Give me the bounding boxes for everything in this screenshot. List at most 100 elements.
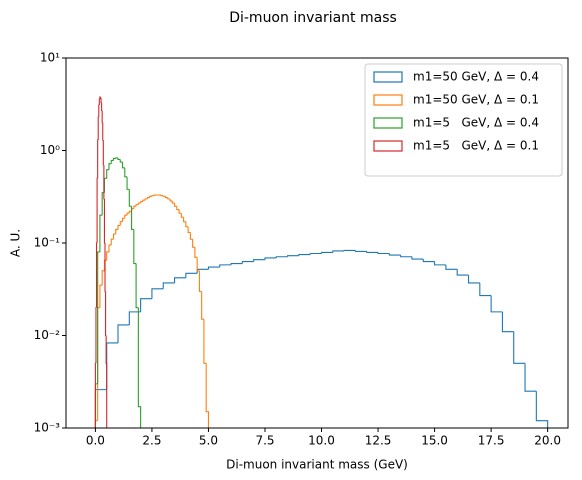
histogram-bin: [434, 261, 446, 266]
x-tick-label: 10.0: [308, 434, 335, 448]
legend-swatch: [373, 94, 403, 106]
histogram-bin: [97, 251, 100, 384]
histogram-bin: [133, 229, 137, 265]
histogram-bin: [153, 194, 157, 196]
histogram-bin: [354, 250, 367, 253]
histogram-bin: [320, 251, 333, 254]
histogram-bin: [253, 259, 265, 262]
histogram-bin: [103, 177, 107, 193]
histogram-bin: [126, 212, 130, 216]
legend-box: [364, 63, 563, 177]
histogram-bin: [135, 204, 139, 207]
histogram-bin: [151, 288, 164, 299]
legend-label: m1=50 GeV, Δ = 0.1: [413, 93, 539, 107]
histogram-bin: [121, 162, 125, 169]
x-tick-label: 7.5: [255, 434, 274, 448]
histogram-bin: [176, 206, 180, 211]
x-tick-label: 12.5: [365, 434, 392, 448]
histogram-bin: [162, 282, 175, 289]
histogram-bin: [173, 277, 186, 283]
histogram-bin: [198, 270, 202, 292]
legend-label: m1=50 GeV, Δ = 0.4: [413, 70, 539, 84]
histogram-bin: [117, 324, 130, 343]
y-tick-label: 10⁻³: [34, 421, 61, 435]
x-tick-label: 0.0: [86, 434, 105, 448]
histogram-bin: [332, 250, 345, 253]
histogram-bin: [140, 201, 143, 204]
histogram-bin: [99, 96, 102, 99]
histogram-bin: [101, 102, 103, 112]
histogram-bin: [103, 198, 106, 244]
histogram-bin: [203, 319, 207, 364]
histogram-bin: [99, 214, 103, 252]
histogram-bin: [133, 205, 137, 209]
histogram-bin: [171, 200, 175, 204]
histogram-bin: [99, 96, 101, 100]
histogram-bin: [98, 98, 100, 106]
histogram-bin: [309, 252, 322, 255]
histogram-bin: [95, 242, 98, 308]
histogram-bin: [115, 228, 119, 235]
histogram-bin: [103, 164, 105, 200]
histogram-bin: [146, 196, 150, 199]
histogram-bin: [173, 203, 177, 207]
histogram-bin: [180, 213, 184, 218]
histogram-bin: [101, 110, 103, 124]
histogram-bin: [100, 97, 102, 104]
histogram-bin: [151, 195, 155, 197]
y-tick-label: 10⁰: [40, 143, 60, 157]
histogram-bin: [131, 206, 134, 231]
histogram-bin: [121, 217, 125, 222]
y-tick-label: 10⁻²: [34, 328, 61, 342]
histogram-bin: [185, 272, 198, 278]
histogram-bin: [105, 291, 107, 337]
histogram-bin: [479, 282, 492, 297]
histogram-bin: [106, 251, 109, 261]
histogram-bin: [110, 238, 114, 246]
histogram-bin: [106, 342, 119, 390]
histogram-bin: [135, 263, 139, 309]
histogram-bin: [144, 198, 148, 201]
histogram-bin: [117, 224, 121, 230]
histogram-bin: [411, 256, 424, 260]
histogram-bin: [162, 195, 166, 197]
legend-label: m1=5 GeV, Δ = 0.4: [413, 116, 539, 130]
histogram-bin: [112, 233, 116, 240]
histogram-bin: [287, 255, 299, 257]
histogram-bin: [207, 266, 220, 270]
histogram-bin: [366, 251, 379, 254]
x-tick-label: 17.5: [478, 434, 505, 448]
histogram-bin: [105, 335, 108, 428]
histogram-bin: [117, 157, 121, 161]
histogram-bin: [169, 198, 173, 202]
histogram-bin: [164, 196, 168, 199]
histogram-bin: [126, 176, 130, 190]
histogram-bin: [298, 254, 311, 256]
histogram-bin: [275, 256, 288, 258]
histogram-bin: [400, 255, 412, 258]
x-tick-label: 5.0: [199, 434, 218, 448]
histogram-bin: [96, 177, 98, 243]
x-tick-label: 15.0: [421, 434, 448, 448]
histogram-bin: [102, 122, 104, 141]
x-tick-label: 20.0: [534, 434, 561, 448]
histogram-bin: [94, 362, 96, 428]
histogram-bin: [388, 253, 401, 256]
histogram-bin: [98, 104, 100, 118]
histogram-bin: [201, 291, 204, 320]
histogram-bin: [513, 331, 526, 364]
histogram-bin: [108, 244, 112, 252]
plot-area: [94, 96, 549, 428]
histogram-bin: [185, 221, 189, 228]
histogram-bin: [119, 221, 123, 226]
histogram-bin: [142, 199, 146, 202]
histogram-bin: [103, 259, 107, 271]
histogram-bin: [241, 261, 254, 264]
histogram-bin: [535, 391, 549, 428]
histogram-bin: [490, 295, 503, 313]
histogram-bin: [160, 195, 164, 197]
histogram-bin: [124, 167, 128, 178]
histogram-bin: [149, 195, 152, 198]
histogram-bin: [467, 275, 480, 284]
